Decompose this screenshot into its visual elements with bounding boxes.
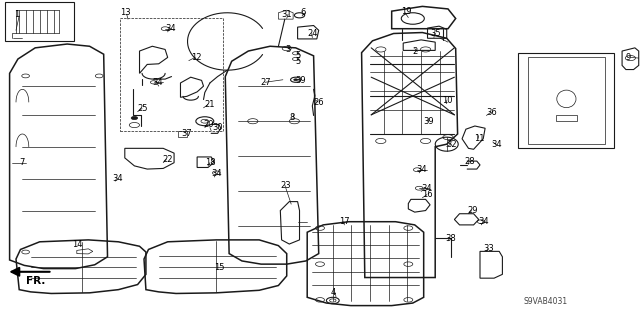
Text: 30: 30 — [212, 123, 223, 132]
Circle shape — [294, 79, 298, 81]
Text: 34: 34 — [152, 78, 163, 87]
Text: 11: 11 — [474, 134, 484, 143]
Text: 5: 5 — [296, 57, 301, 66]
Text: 26: 26 — [314, 98, 324, 107]
Text: 5: 5 — [296, 51, 301, 60]
Text: 20: 20 — [204, 120, 214, 129]
Text: 38: 38 — [445, 234, 456, 243]
Text: 34: 34 — [165, 24, 176, 33]
Text: 18: 18 — [205, 158, 216, 167]
Text: 28: 28 — [465, 157, 476, 166]
Text: 33: 33 — [483, 244, 494, 253]
Text: 34: 34 — [479, 217, 490, 226]
Text: 32: 32 — [446, 140, 457, 149]
Text: 25: 25 — [138, 104, 148, 113]
Text: 12: 12 — [191, 53, 201, 62]
Text: 13: 13 — [120, 8, 131, 17]
Text: 15: 15 — [214, 263, 225, 272]
Text: 34: 34 — [211, 169, 222, 178]
Text: 29: 29 — [467, 206, 477, 215]
Text: 7: 7 — [19, 158, 24, 167]
Text: 34: 34 — [492, 140, 502, 149]
Text: 39: 39 — [296, 76, 307, 85]
Text: 34: 34 — [416, 165, 427, 174]
Text: 1: 1 — [14, 10, 19, 19]
Text: 22: 22 — [162, 155, 172, 164]
Text: 2: 2 — [413, 47, 418, 56]
Text: 19: 19 — [401, 7, 411, 16]
Text: 14: 14 — [72, 240, 82, 249]
Text: FR.: FR. — [26, 276, 45, 286]
Text: 34: 34 — [421, 184, 432, 193]
Text: 39: 39 — [424, 117, 435, 126]
Text: 4: 4 — [331, 288, 336, 297]
Text: 3: 3 — [285, 45, 290, 54]
Text: 10: 10 — [442, 96, 452, 105]
Text: 31: 31 — [282, 10, 292, 19]
Text: 24: 24 — [307, 29, 317, 38]
Text: 9: 9 — [626, 53, 631, 62]
Text: 27: 27 — [260, 78, 271, 87]
Text: 21: 21 — [205, 100, 215, 109]
Text: 16: 16 — [422, 190, 433, 199]
Text: 23: 23 — [280, 181, 291, 189]
Text: 34: 34 — [112, 174, 123, 183]
Text: 8: 8 — [289, 113, 294, 122]
Text: 6: 6 — [301, 8, 306, 17]
Text: 17: 17 — [339, 217, 350, 226]
Text: S9VAB4031: S9VAB4031 — [524, 297, 568, 306]
Text: 36: 36 — [486, 108, 497, 117]
Circle shape — [131, 116, 138, 120]
Text: 37: 37 — [181, 130, 192, 138]
Text: 35: 35 — [430, 29, 441, 38]
Bar — [120, 18, 223, 131]
